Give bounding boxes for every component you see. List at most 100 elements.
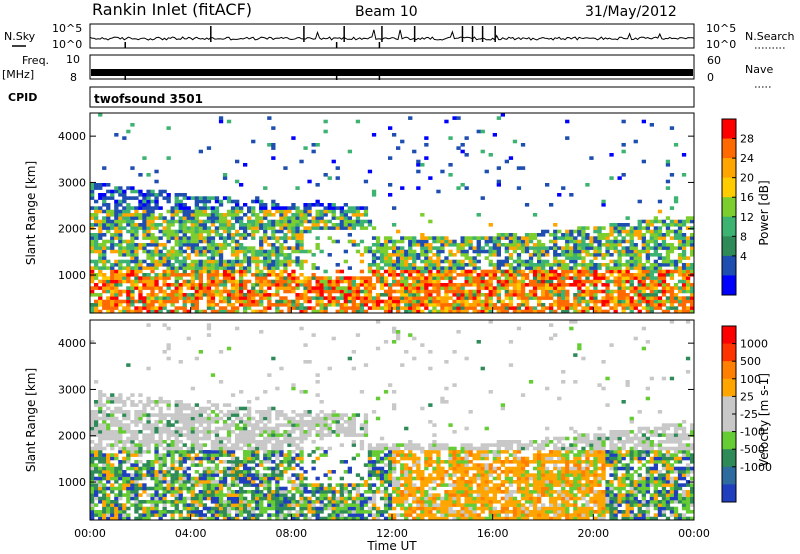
range-gate-cell	[154, 276, 159, 280]
range-gate-cell	[283, 490, 288, 494]
range-gate-cell	[577, 233, 582, 237]
range-gate-cell	[657, 279, 663, 284]
range-gate-cell	[138, 246, 143, 250]
range-gate-cell	[130, 166, 135, 170]
range-gate-cell	[299, 246, 304, 250]
range-gate-cell	[649, 283, 654, 287]
range-gate-cell	[275, 266, 280, 270]
range-gate-cell	[94, 303, 99, 307]
range-gate-cell	[202, 219, 207, 224]
range-gate-cell	[267, 426, 272, 431]
range-gate-cell	[379, 306, 385, 310]
range-gate-cell	[178, 513, 183, 517]
range-gate-cell	[98, 226, 103, 230]
range-gate-cell	[585, 309, 590, 314]
range-gate-cell	[178, 426, 183, 431]
range-gate-cell	[186, 480, 191, 484]
range-gate-cell	[645, 249, 650, 254]
range-gate-cell	[412, 249, 417, 254]
range-gate-cell	[210, 510, 216, 514]
range-gate-cell	[472, 299, 477, 304]
range-gate-cell	[496, 233, 501, 237]
range-gate-cell	[150, 433, 155, 437]
range-gate-cell	[130, 233, 135, 237]
range-gate-cell	[186, 253, 191, 257]
range-gate-cell	[182, 209, 187, 214]
range-gate-cell	[416, 279, 421, 284]
range-gate-cell	[291, 383, 296, 387]
range-gate-cell	[106, 466, 111, 471]
range-gate-cell	[235, 506, 240, 511]
range-gate-cell	[661, 276, 667, 280]
range-gate-cell	[597, 309, 602, 314]
range-gate-cell	[114, 269, 119, 274]
range-gate-cell	[243, 483, 248, 487]
range-gate-cell	[210, 263, 216, 267]
range-gate-cell	[222, 246, 228, 250]
range-gate-cell	[259, 426, 264, 431]
range-gate-cell	[222, 223, 228, 227]
range-gate-cell	[532, 283, 538, 287]
range-gate-cell	[597, 226, 602, 230]
range-gate-cell	[295, 296, 300, 300]
range-gate-cell	[460, 236, 465, 240]
range-gate-cell	[609, 273, 614, 277]
range-gate-cell	[174, 203, 179, 207]
range-gate-cell	[118, 239, 123, 244]
range-gate-cell	[299, 483, 304, 487]
range-gate-cell	[537, 279, 542, 284]
range-gate-cell	[629, 256, 634, 260]
range-gate-cell	[460, 269, 465, 274]
cbar-label-5: 8	[740, 230, 747, 243]
range-gate-cell	[194, 463, 199, 467]
range-gate-cell	[617, 283, 622, 287]
range-gate-cell	[589, 296, 594, 300]
range-gate-cell	[259, 203, 264, 207]
range-gate-cell	[275, 276, 280, 280]
range-gate-cell	[573, 239, 578, 244]
range-gate-cell	[327, 293, 332, 297]
range-gate-cell	[222, 269, 228, 274]
range-gate-cell	[146, 510, 151, 514]
range-gate-cell	[347, 233, 352, 237]
range-gate-cell	[528, 293, 534, 297]
range-gate-cell	[166, 480, 171, 484]
range-gate-cell	[202, 239, 207, 244]
range-gate-cell	[138, 416, 143, 421]
range-gate-cell	[90, 510, 95, 514]
range-gate-cell	[504, 276, 509, 280]
range-gate-cell	[138, 279, 143, 284]
range-gate-cell	[593, 256, 598, 260]
range-gate-cell	[263, 253, 268, 257]
range-gate-cell	[190, 423, 195, 427]
range-gate-cell	[456, 259, 461, 264]
range-gate-cell	[621, 279, 626, 284]
range-gate-cell	[589, 269, 594, 274]
range-gate-cell	[106, 189, 111, 194]
range-gate-cell	[565, 136, 570, 140]
range-gate-cell	[130, 259, 135, 264]
range-gate-cell	[299, 496, 304, 501]
range-gate-cell	[681, 273, 687, 277]
range-gate-cell	[138, 266, 143, 270]
range-gate-cell	[343, 296, 348, 300]
range-gate-cell	[299, 430, 304, 434]
range-gate-cell	[275, 423, 280, 427]
range-gate-cell	[154, 216, 159, 220]
range-gate-cell	[508, 296, 514, 300]
range-gate-cell	[214, 406, 220, 411]
range-gate-cell	[98, 476, 103, 481]
range-gate-cell	[661, 286, 667, 290]
range-gate-cell	[541, 266, 546, 270]
range-gate-cell	[516, 293, 522, 297]
range-gate-cell	[126, 239, 131, 244]
range-gate-cell	[311, 333, 316, 337]
range-gate-cell	[255, 500, 260, 504]
range-gate-cell	[226, 460, 232, 464]
range-gate-cell	[142, 259, 147, 264]
range-gate-cell	[142, 249, 147, 254]
range-gate-cell	[214, 276, 220, 280]
range-gate-cell	[170, 513, 175, 517]
range-gate-cell	[645, 259, 650, 264]
